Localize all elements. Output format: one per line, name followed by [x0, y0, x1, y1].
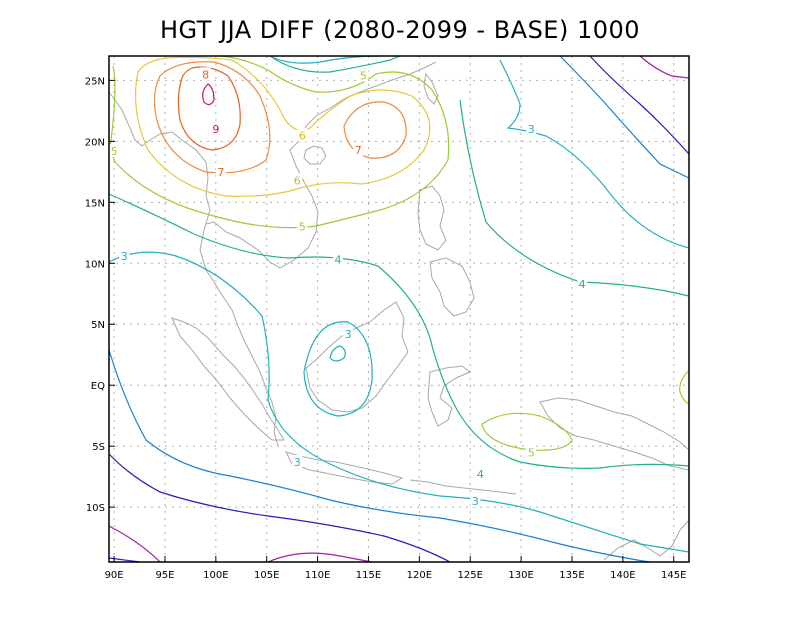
coastline-sumatra — [171, 317, 285, 441]
contour-label-bg — [119, 248, 130, 262]
contour-label: 6 — [299, 129, 306, 142]
contour-label-bg — [215, 164, 226, 178]
coastline-taiwan — [423, 72, 439, 105]
lon-tick-label: 140E — [610, 570, 635, 581]
contour-3-borneo-inner — [329, 345, 346, 362]
contour-label: 4 — [579, 278, 586, 291]
lat-tick-label: 10S — [86, 503, 105, 514]
lon-tick-label: 105E — [254, 570, 279, 581]
lat-tick-label: 25N — [85, 76, 105, 87]
coastline-luzon — [417, 185, 447, 251]
contour-label: 6 — [294, 174, 301, 187]
contour-label-bg — [297, 219, 308, 233]
contour-label-bg — [526, 445, 537, 459]
lon-tick-label: 110E — [305, 570, 330, 581]
coastline-visayas-mindanao — [429, 257, 475, 317]
contour-4-north — [269, 55, 401, 73]
contour-4-east — [459, 99, 690, 297]
contour-label-bg — [200, 67, 211, 81]
lon-tick-label: 90E — [105, 570, 124, 581]
coastlines — [108, 61, 690, 561]
contour-0-west — [108, 525, 161, 563]
lat-tick-label: 5N — [91, 320, 105, 331]
contour-label-bg — [297, 128, 308, 142]
contour-label: 9 — [212, 123, 219, 136]
contour-label: 4 — [477, 468, 484, 481]
contour-label-bg — [470, 494, 481, 508]
map-frame — [108, 55, 690, 563]
contour-label-bg — [358, 68, 369, 82]
contour-label: 3 — [472, 495, 479, 508]
coastline-indochina — [108, 91, 279, 447]
contour-7-west — [153, 61, 271, 174]
contour-6 — [134, 56, 431, 197]
contour-label: 3 — [345, 328, 352, 341]
grid-lines — [109, 56, 689, 562]
contour-0-south — [267, 552, 373, 563]
lon-tick-label: 100E — [203, 570, 228, 581]
contour-1-west — [108, 453, 451, 563]
contour-label-bg — [109, 144, 120, 158]
contour-label-bg — [475, 467, 486, 481]
lon-tick-label: 115E — [356, 570, 381, 581]
map-title: HGT JJA DIFF (2080-2099 - BASE) 1000 — [159, 16, 641, 44]
contour-3-borneo — [303, 321, 373, 417]
lon-tick-label: 130E — [508, 570, 533, 581]
contour-labels: 9 8 7 7 6 6 5 5 5 5 4 4 4 3 3 3 3 3 — [109, 67, 588, 508]
contour-2-northeast — [559, 55, 690, 179]
contour-8 — [177, 66, 241, 151]
contour-label: 8 — [202, 68, 209, 81]
coastline-lesser-sunda — [409, 479, 517, 495]
contour-2-west — [108, 349, 651, 563]
contour-5 — [109, 55, 450, 229]
lat-tick-label: 20N — [85, 137, 105, 148]
coastline-australia — [603, 519, 690, 561]
lat-tick-label: 5S — [92, 442, 105, 453]
lat-tick-label: 15N — [85, 198, 105, 209]
contour-0-northeast — [639, 55, 690, 79]
contour-label: 5 — [299, 221, 306, 234]
map-axes: 90E 95E 100E 105E 110E 115E 120E 125E 130E 135E 14… — [85, 76, 687, 581]
contour-label-bg — [526, 122, 537, 136]
lon-tick-label: 125E — [458, 570, 483, 581]
contour-label-bg — [332, 252, 343, 266]
contour-5-east-edge — [679, 369, 690, 405]
contour-4 — [108, 193, 690, 469]
contour-label: 3 — [121, 250, 128, 263]
lat-tick-label: 10N — [85, 259, 105, 270]
lon-tick-label: 95E — [155, 570, 174, 581]
contour-label: 7 — [355, 144, 362, 157]
contour-3 — [108, 251, 690, 553]
contour-label: 7 — [217, 166, 224, 179]
contour-label-bg — [353, 142, 364, 156]
contour-lines — [108, 55, 690, 563]
contour-label: 4 — [334, 254, 341, 267]
contour-label: 3 — [528, 123, 535, 136]
contour-label: 3 — [294, 456, 301, 469]
contour-label-bg — [577, 277, 588, 291]
coastline-hainan — [303, 145, 327, 165]
contour-1-northeast — [589, 55, 690, 155]
contour-label: 5 — [528, 446, 535, 459]
contour-label-bg — [292, 455, 303, 469]
lat-tick-label: EQ — [91, 381, 105, 392]
contour-label: 5 — [360, 70, 367, 83]
lon-tick-label: 145E — [661, 570, 686, 581]
coastline-sulawesi — [427, 365, 471, 427]
contour-label-bg — [343, 326, 354, 340]
contour-label: 5 — [111, 145, 118, 158]
lon-tick-label: 135E — [559, 570, 584, 581]
contour-5-ring — [481, 412, 573, 451]
contour-9 — [202, 83, 215, 106]
contour-label-bg — [210, 122, 221, 136]
lon-tick-label: 120E — [407, 570, 432, 581]
contour-label-bg — [292, 173, 303, 187]
